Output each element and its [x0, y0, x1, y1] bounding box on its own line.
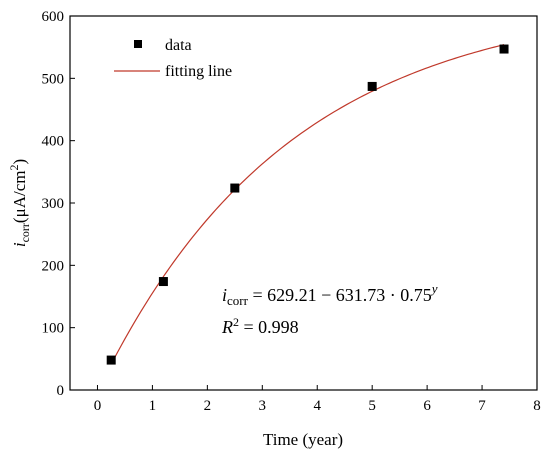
eq-rhs: = 629.21 − 631.73 · 0.75: [248, 285, 432, 305]
y-tick-label: 300: [42, 196, 65, 212]
y-title-unit: (μA/cm: [10, 171, 29, 224]
x-axis-title: Time (year): [263, 430, 343, 449]
fit-equation: icorr = 629.21 − 631.73 · 0.75y: [222, 281, 438, 308]
eq-sup: y: [430, 281, 438, 296]
legend-label-data: data: [165, 37, 192, 54]
y-tick-label: 100: [42, 321, 65, 337]
y-title-sub: corr: [18, 223, 32, 242]
x-tick-label: 4: [313, 398, 321, 414]
r2-rest: = 0.998: [239, 317, 299, 337]
x-tick-label: 6: [423, 398, 431, 414]
y-axis-title: icorr(μA/cm2): [7, 159, 32, 247]
fitting-line: [110, 44, 505, 365]
data-point: [106, 355, 116, 365]
data-point: [230, 183, 240, 193]
legend: data fitting line: [114, 37, 232, 80]
y-tick-label: 0: [57, 383, 65, 399]
y-tick-label: 400: [42, 134, 65, 150]
data-point: [367, 81, 377, 91]
y-title-main: i: [10, 242, 29, 247]
y-title-close: ): [10, 159, 29, 165]
r2-sup: 2: [233, 315, 239, 329]
x-tick-label: 7: [478, 398, 486, 414]
y-tick-label: 200: [42, 258, 65, 274]
y-axis: 0 100 200 300 400 500 600: [42, 9, 75, 399]
x-tick-label: 5: [368, 398, 376, 414]
y-tick-label: 600: [42, 9, 65, 25]
plot-frame: [69, 15, 538, 391]
eq-lhs-sub: corr: [227, 293, 249, 308]
x-tick-label: 2: [204, 398, 212, 414]
r2-main: R: [221, 317, 233, 337]
x-tick-label: 1: [149, 398, 157, 414]
data-point: [158, 277, 168, 287]
eq-lhs-main: i: [222, 285, 227, 305]
legend-label-fitting-line: fitting line: [165, 63, 232, 80]
y-title-sup: 2: [7, 165, 21, 171]
x-tick-label: 0: [94, 398, 102, 414]
legend-marker-data: [134, 40, 142, 48]
data-point: [499, 44, 509, 54]
y-tick-label: 500: [42, 71, 65, 87]
r-squared: R2 = 0.998: [221, 315, 299, 337]
x-tick-label: 8: [533, 398, 541, 414]
x-axis: 0 1 2 3 4 5 6 7 8: [94, 385, 541, 414]
data-points: [106, 44, 509, 365]
x-tick-label: 3: [259, 398, 267, 414]
